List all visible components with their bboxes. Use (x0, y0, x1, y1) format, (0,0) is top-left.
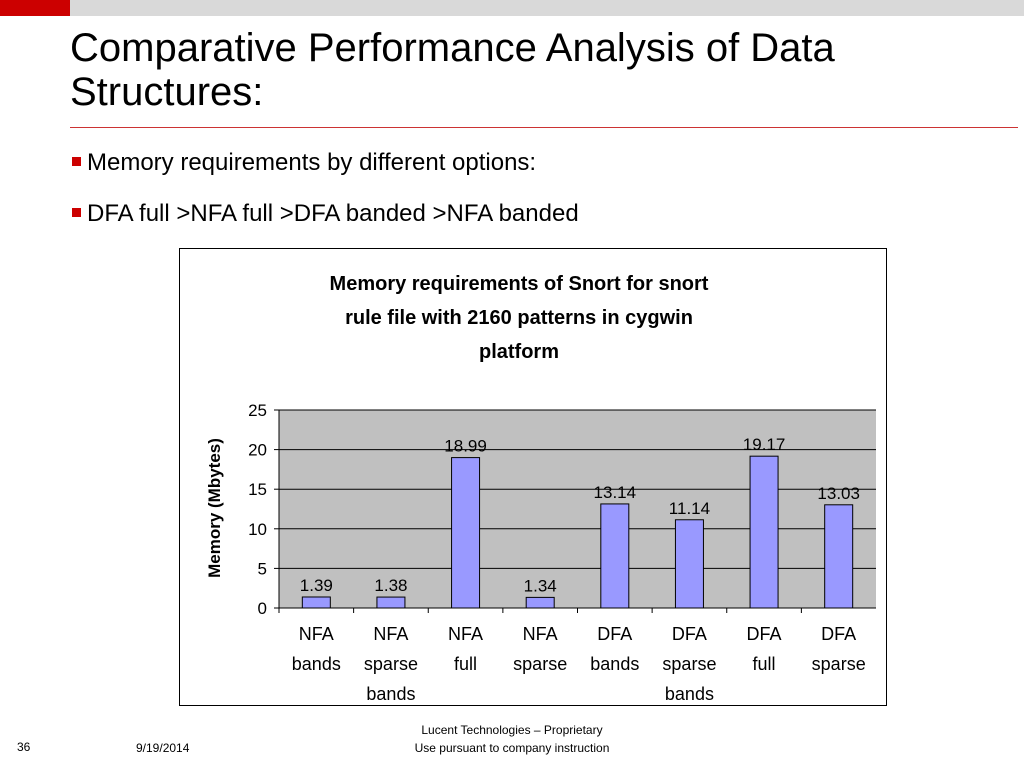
bar-value-label: 1.34 (524, 576, 557, 595)
bar-value-label: 19.17 (743, 435, 786, 454)
bar (749, 455, 779, 609)
chart-title-line: Memory requirements of Snort for snort (330, 273, 709, 295)
y-axis-label: Memory (Mbytes) (205, 438, 224, 578)
y-tick-label: 0 (258, 599, 267, 618)
footer-date: 9/19/2014 (136, 741, 190, 755)
bar-value-label: 18.99 (444, 437, 487, 456)
bar-value-label: 1.39 (300, 576, 333, 595)
bullet-square-icon (72, 157, 81, 166)
page-number: 36 (17, 740, 31, 754)
top-bar-accent (0, 0, 70, 16)
bar (301, 596, 331, 609)
y-tick-label: 15 (248, 480, 267, 499)
bars: 1.39 1.38 18.99 1.34 13.14 11.14 19.17 13.03 (300, 435, 860, 609)
footer-line-1: Lucent Technologies – Proprietary (421, 723, 603, 737)
x-tick-label: sparse (662, 654, 716, 674)
bullet-list: Memory requirements by different options… (72, 148, 579, 250)
x-tick-label: DFA (747, 624, 782, 644)
bullet-item: DFA full >NFA full >DFA banded >NFA band… (72, 199, 579, 229)
bar (451, 457, 481, 609)
bullet-square-icon (72, 208, 81, 217)
x-tick-label: NFA (299, 624, 334, 644)
bar-value-label: 13.03 (817, 484, 860, 503)
slide-title: Comparative Performance Analysis of Data… (70, 26, 835, 114)
plot-area (279, 410, 876, 608)
x-tick-label: NFA (448, 624, 483, 644)
bar-value-label: 13.14 (594, 483, 637, 502)
x-tick-label: sparse (812, 654, 866, 674)
x-tick-label: DFA (672, 624, 707, 644)
memory-bar-chart: Memory requirements of Snort for snort ru… (179, 248, 887, 706)
x-axis-labels: NFA bands NFA sparse bands NFA full NFA sparse DF… (278, 608, 866, 704)
x-tick-label: bands (665, 684, 714, 704)
x-tick-label: NFA (523, 624, 558, 644)
x-tick-label: bands (590, 654, 639, 674)
y-tick-label: 10 (248, 520, 267, 539)
x-tick-label: sparse (364, 654, 418, 674)
x-tick-label: full (454, 654, 477, 674)
x-tick-label: bands (366, 684, 415, 704)
bar-value-label: 1.38 (374, 576, 407, 595)
footer-line-2: Use pursuant to company instruction (414, 741, 610, 755)
bar (824, 504, 854, 609)
x-tick-label: DFA (597, 624, 632, 644)
chart-title-line: platform (479, 341, 559, 363)
bar (525, 596, 555, 609)
bar (600, 503, 630, 609)
y-tick-label: 25 (248, 401, 267, 420)
bullet-text: Memory requirements by different options… (87, 149, 537, 176)
x-tick-label: full (753, 654, 776, 674)
bar-value-label: 11.14 (669, 499, 710, 518)
bar (376, 596, 406, 609)
title-divider (70, 127, 1018, 128)
footer-proprietary: Lucent Technologies – Proprietary Use pu… (362, 721, 662, 757)
y-tick-label: 20 (248, 441, 267, 460)
x-tick-label: DFA (821, 624, 856, 644)
x-tick-label: sparse (513, 654, 567, 674)
bullet-text: DFA full >NFA full >DFA banded >NFA band… (87, 200, 579, 227)
x-tick-label: NFA (373, 624, 408, 644)
top-bar (0, 0, 1024, 16)
bar (674, 519, 704, 609)
y-tick-label: 5 (258, 559, 267, 578)
x-tick-label: bands (292, 654, 341, 674)
bullet-item: Memory requirements by different options… (72, 148, 579, 178)
chart-title: Memory requirements of Snort for snort ru… (330, 273, 709, 363)
chart-title-line: rule file with 2160 patterns in cygwin (345, 307, 693, 329)
